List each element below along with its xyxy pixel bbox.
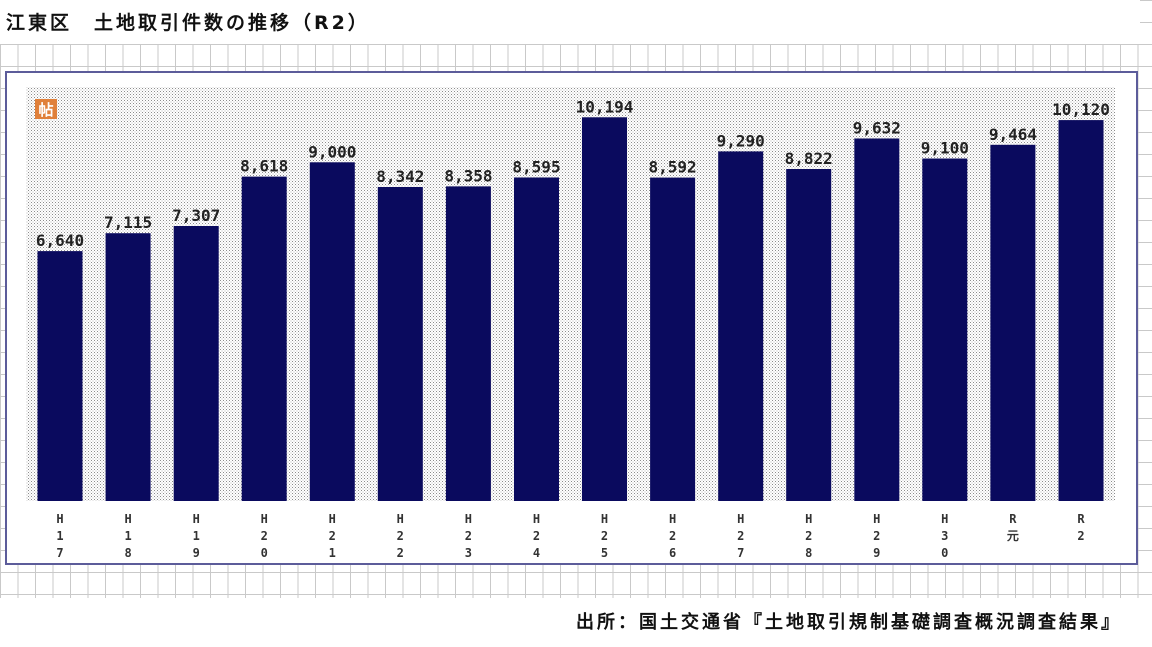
value-label-H19: 7,307 [172, 206, 220, 225]
bar-H28 [786, 169, 832, 501]
bar-H17 [37, 251, 83, 501]
value-label-H23: 8,358 [444, 166, 492, 185]
value-label-H29: 9,632 [853, 119, 901, 138]
bar-H23 [445, 186, 491, 501]
title-band: 江東区 土地取引件数の推移（R2） [0, 0, 1140, 44]
value-label-R元: 9,464 [989, 125, 1037, 144]
bar-H22 [377, 187, 423, 501]
value-label-H28: 8,822 [785, 149, 833, 168]
value-label-H27: 9,290 [717, 131, 765, 150]
source-band: 出所：国土交通省『土地取引規制基礎調査概況調査結果』 [0, 598, 1152, 647]
value-label-H22: 8,342 [376, 167, 424, 186]
value-label-R2: 10,120 [1052, 100, 1110, 119]
value-label-H21: 9,000 [308, 142, 356, 161]
badge-label: 帖 [38, 101, 53, 119]
bar-H30 [922, 158, 968, 501]
value-label-H30: 9,100 [921, 139, 969, 158]
value-label-H24: 8,595 [512, 158, 560, 177]
bar-H29 [854, 138, 900, 501]
bar-H27 [718, 151, 764, 501]
chart-frame[interactable]: 帖 6,640 7,115 7,307 8,618 9,000 8,342 8,358 8,5… [5, 71, 1138, 565]
bar-H25 [582, 117, 627, 502]
bar-H21 [309, 162, 355, 502]
value-label-H25: 10,194 [576, 97, 634, 116]
source-note: 出所：国土交通省『土地取引規制基礎調査概況調査結果』 [576, 612, 1122, 633]
value-label-H20: 8,618 [240, 157, 288, 176]
value-label-H18: 7,115 [104, 213, 152, 232]
bar-H26 [650, 177, 696, 501]
bar-R2 [1058, 120, 1104, 501]
bar-H18 [105, 233, 151, 501]
bar-R元 [990, 144, 1036, 502]
value-label-H17: 6,640 [36, 231, 84, 250]
bar-H19 [173, 226, 219, 501]
bar-H24 [514, 177, 559, 501]
value-label-H26: 8,592 [649, 158, 697, 177]
badge-icon: 帖 [35, 99, 57, 119]
bar-chart: 帖 6,640 7,115 7,307 8,618 9,000 8,342 8,358 8,5… [26, 87, 1115, 560]
bar-H20 [241, 176, 287, 501]
chart-title: 江東区 土地取引件数の推移（R2） [6, 12, 370, 34]
